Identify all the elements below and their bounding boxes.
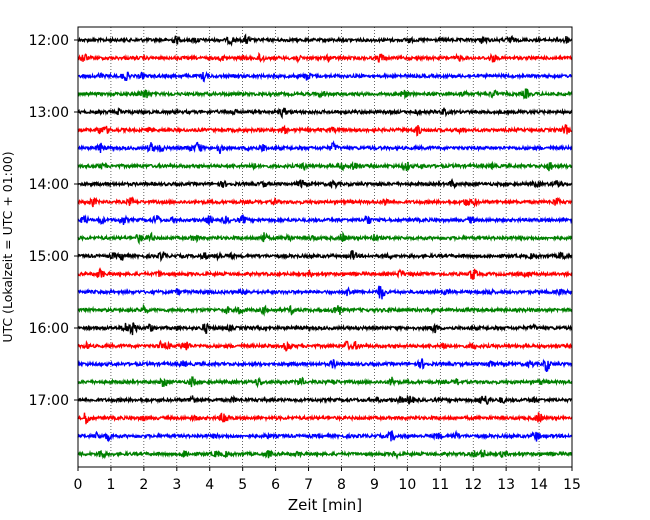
y-tick-label: 14:00 <box>29 177 69 193</box>
x-tick-label: 9 <box>370 477 379 493</box>
trace-1315 <box>77 124 573 137</box>
trace-1200 <box>77 33 573 47</box>
grid-lines <box>110 27 540 467</box>
x-axis-ticks: 0 1 2 3 4 5 6 7 8 9 10 11 12 13 14 15 <box>74 467 581 493</box>
x-tick-label: 2 <box>139 477 148 493</box>
trace-1415 <box>77 196 573 208</box>
x-tick-label: 13 <box>497 477 515 493</box>
trace-1300 <box>77 106 573 120</box>
trace-1330 <box>77 140 573 154</box>
x-tick-label: 6 <box>271 477 280 493</box>
trace-1645 <box>77 375 573 389</box>
trace-1500 <box>77 249 573 263</box>
x-tick-label: 12 <box>464 477 482 493</box>
trace-1600 <box>77 322 573 336</box>
trace-1715 <box>77 412 573 425</box>
x-tick-label: 10 <box>398 477 416 493</box>
trace-1615 <box>77 339 573 352</box>
seismic-traces <box>77 33 573 460</box>
trace-1400 <box>77 178 573 190</box>
trace-1630 <box>77 358 573 373</box>
x-tick-label: 1 <box>106 477 115 493</box>
x-tick-label: 14 <box>530 477 548 493</box>
trace-1230 <box>77 70 573 83</box>
x-tick-label: 5 <box>238 477 247 493</box>
y-tick-label: 12:00 <box>29 33 69 49</box>
x-tick-label: 0 <box>74 477 83 493</box>
trace-1515 <box>77 267 573 280</box>
trace-1445 <box>77 231 573 246</box>
y-axis-ticks: 12:00 13:00 14:00 15:00 16:00 17:00 <box>29 33 78 409</box>
x-tick-label: 3 <box>172 477 181 493</box>
trace-1530 <box>77 285 573 300</box>
trace-1700 <box>77 394 573 405</box>
trace-1345 <box>77 160 573 172</box>
x-axis-label: Zeit [min] <box>288 496 362 514</box>
x-tick-label: 4 <box>205 477 214 493</box>
y-tick-label: 17:00 <box>29 393 69 409</box>
plot-frame <box>77 26 573 468</box>
x-tick-label: 7 <box>304 477 313 493</box>
trace-1245 <box>77 88 573 100</box>
trace-1745 <box>77 448 573 460</box>
trace-1215 <box>77 51 573 64</box>
x-tick-label: 11 <box>431 477 449 493</box>
trace-1730 <box>77 429 573 443</box>
trace-1430 <box>77 214 573 226</box>
y-tick-label: 15:00 <box>29 249 69 265</box>
x-tick-label: 8 <box>337 477 346 493</box>
x-tick-label: 15 <box>563 477 581 493</box>
trace-1545 <box>77 303 573 317</box>
y-tick-label: 13:00 <box>29 105 69 121</box>
y-axis-label: UTC (Lokalzeit = UTC + 01:00) <box>0 151 15 342</box>
y-tick-label: 16:00 <box>29 321 69 337</box>
